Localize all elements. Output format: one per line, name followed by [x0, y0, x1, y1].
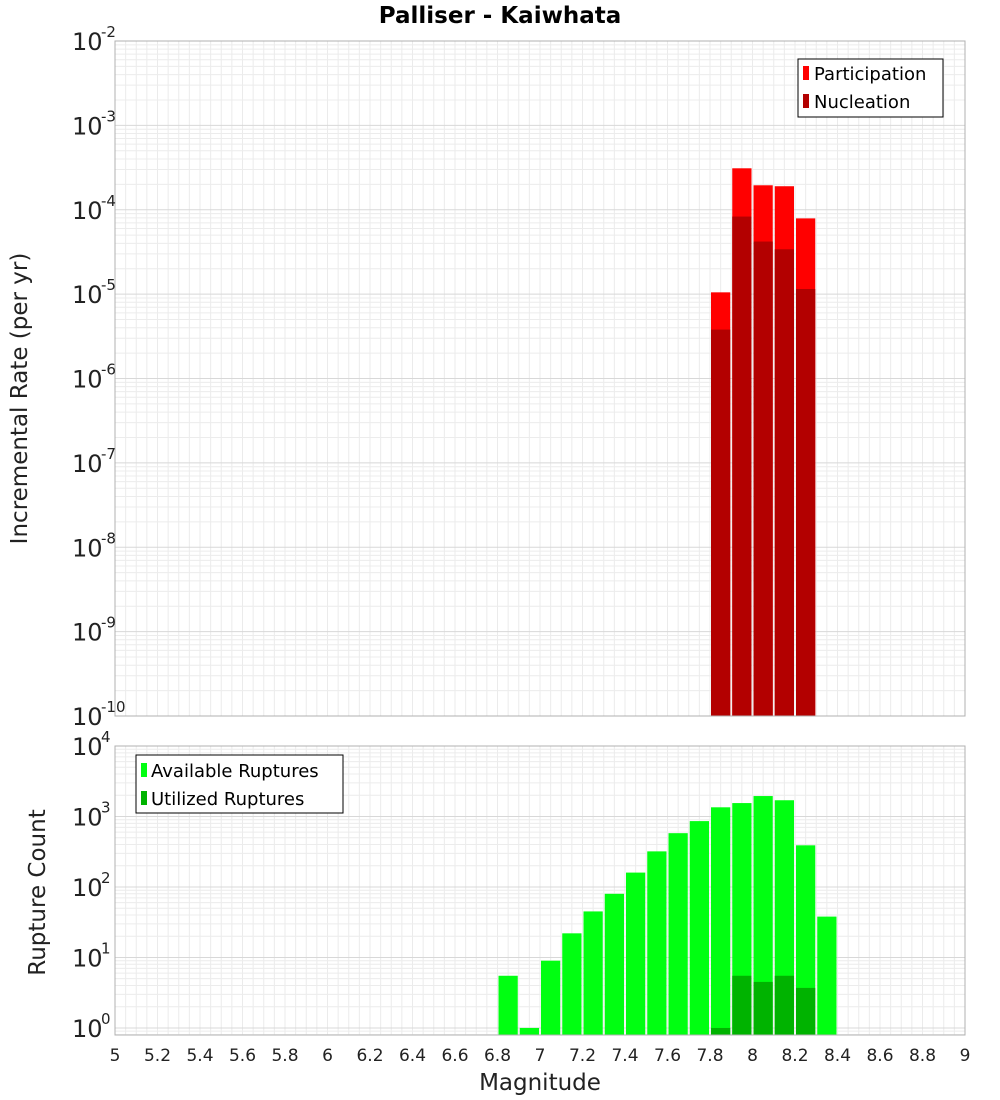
- bar: [732, 216, 752, 716]
- bar: [541, 960, 561, 1035]
- bar: [753, 981, 773, 1035]
- y-tick-exponent: -4: [101, 192, 116, 210]
- chart-title: Palliser - Kaiwhata: [379, 3, 622, 29]
- x-tick-label: 6.2: [356, 1046, 383, 1066]
- x-tick-label: 5.2: [144, 1046, 171, 1066]
- y-tick-label: 10: [72, 703, 103, 731]
- y-tick-label: 10: [72, 450, 103, 478]
- legend-label: Nucleation: [814, 92, 910, 113]
- bottom-panel-series-utilized-ruptures: [711, 975, 816, 1035]
- y-tick-label: 10: [72, 619, 103, 647]
- y-tick-label: 10: [72, 944, 103, 972]
- legend-swatch: [141, 791, 147, 805]
- y-tick-label: 10: [72, 534, 103, 562]
- y-tick-label: 10: [72, 874, 103, 902]
- bar: [711, 329, 731, 716]
- bottom-legend: Available Ruptures Utilized Ruptures: [135, 754, 344, 814]
- bar: [711, 1027, 731, 1035]
- y-tick-exponent: -10: [101, 698, 126, 716]
- y-tick-exponent: 2: [101, 869, 111, 887]
- bar: [498, 975, 518, 1035]
- bar: [817, 916, 837, 1035]
- x-tick-label: 5: [110, 1046, 121, 1066]
- bar: [796, 987, 816, 1035]
- top-panel-frame: [114, 40, 966, 717]
- y-tick-exponent: -8: [101, 529, 116, 547]
- legend-box: [797, 58, 944, 118]
- y-tick-exponent: -6: [101, 361, 116, 379]
- x-tick-label: 5.4: [186, 1046, 213, 1066]
- top-panel-grid: [114, 41, 966, 717]
- y-tick-exponent: -7: [101, 445, 116, 463]
- bottom-y-axis-label: Rupture Count: [25, 809, 51, 975]
- y-tick-exponent: -2: [101, 23, 116, 41]
- legend-swatch: [803, 94, 809, 108]
- x-tick-label: 7.2: [569, 1046, 596, 1066]
- y-tick-label: 10: [72, 28, 103, 56]
- x-tick-label: 7: [535, 1046, 546, 1066]
- y-tick-label: 10: [72, 1015, 103, 1043]
- x-tick-label: 5.6: [229, 1046, 256, 1066]
- x-tick-label: 8.4: [824, 1046, 851, 1066]
- bar: [668, 833, 688, 1035]
- bar: [711, 807, 731, 1035]
- bar: [604, 893, 624, 1035]
- x-tick-label: 8.2: [781, 1046, 808, 1066]
- x-tick-label: 6: [322, 1046, 333, 1066]
- bar: [689, 821, 709, 1035]
- x-tick-label: 8.6: [866, 1046, 893, 1066]
- y-tick-exponent: -3: [101, 107, 116, 125]
- bar: [753, 796, 773, 1035]
- y-tick-exponent: 3: [101, 798, 111, 816]
- bar: [753, 241, 773, 717]
- bar: [626, 872, 646, 1035]
- bar: [796, 289, 816, 716]
- legend-label: Utilized Ruptures: [151, 789, 304, 810]
- bar: [562, 933, 582, 1035]
- bar: [647, 851, 667, 1035]
- top-panel-series-nucleation: [711, 216, 816, 717]
- y-tick-label: 10: [72, 281, 103, 309]
- y-tick-label: 10: [72, 733, 103, 761]
- y-tick-exponent: -9: [101, 614, 116, 632]
- x-tick-label: 8: [747, 1046, 758, 1066]
- bar: [519, 1027, 539, 1035]
- y-tick-label: 10: [72, 197, 103, 225]
- y-tick-exponent: -5: [101, 276, 116, 294]
- y-tick-label: 10: [72, 366, 103, 394]
- legend-swatch: [141, 763, 147, 777]
- x-tick-label: 5.8: [271, 1046, 298, 1066]
- x-tick-label: 7.6: [654, 1046, 681, 1066]
- x-tick-label: 8.8: [909, 1046, 936, 1066]
- x-tick-label: 7.8: [696, 1046, 723, 1066]
- y-tick-label: 10: [72, 803, 103, 831]
- legend-swatch: [803, 66, 809, 80]
- top-legend: Participation Nucleation: [797, 58, 944, 118]
- x-tick-label: 7.4: [611, 1046, 638, 1066]
- y-tick-exponent: 1: [101, 939, 111, 957]
- legend-label: Participation: [814, 64, 926, 85]
- y-tick-exponent: 4: [101, 728, 111, 746]
- y-tick-exponent: 0: [101, 1010, 111, 1028]
- y-tick-label: 10: [72, 112, 103, 140]
- x-tick-labels: 5 5.2 5.4 5.6 5.8 6 6.2 6.4 6.6 6.8 7 7.2 7.4 7.6 7.8 8…: [110, 1046, 971, 1066]
- x-tick-label: 6.6: [441, 1046, 468, 1066]
- top-y-axis-label: Incremental Rate (per yr): [7, 253, 33, 545]
- bar: [774, 249, 794, 716]
- bottom-panel-frame: [114, 745, 966, 1036]
- bottom-panel-series-available-ruptures: [498, 796, 837, 1035]
- x-tick-label: 9: [960, 1046, 971, 1066]
- bar: [796, 845, 816, 1035]
- bar: [732, 975, 752, 1035]
- legend-box: [135, 754, 344, 814]
- legend-label: Available Ruptures: [151, 761, 319, 782]
- x-tick-label: 6.8: [484, 1046, 511, 1066]
- bar: [583, 911, 603, 1035]
- x-axis-label: Magnitude: [479, 1070, 601, 1096]
- bar: [774, 975, 794, 1035]
- x-tick-label: 6.4: [399, 1046, 426, 1066]
